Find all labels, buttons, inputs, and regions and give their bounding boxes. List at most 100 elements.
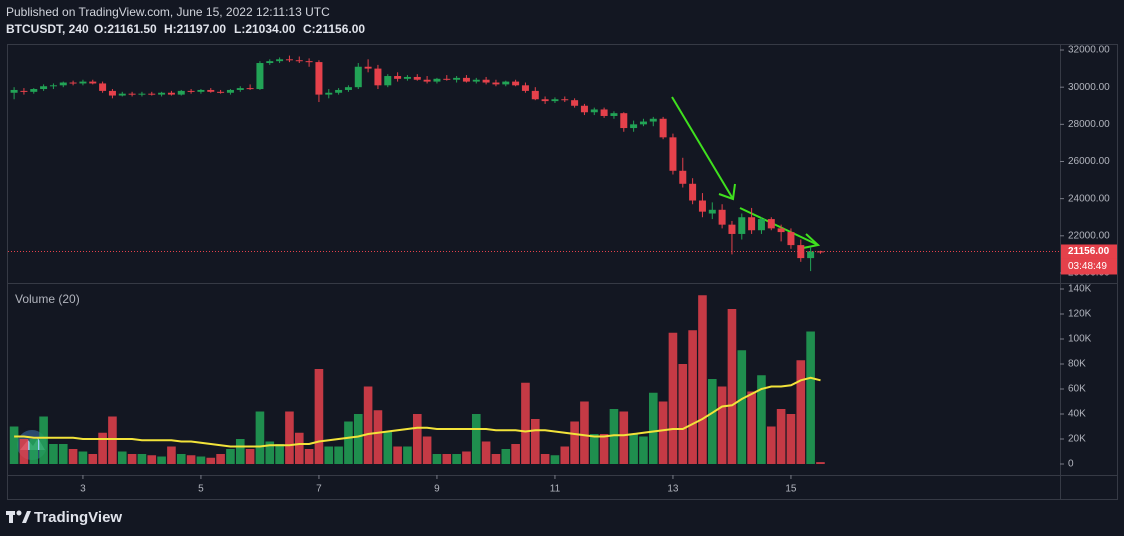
candle-body — [394, 76, 402, 79]
volume-bar — [550, 455, 560, 464]
last-price-label: 21156.00 — [1068, 246, 1110, 257]
candle-body — [49, 85, 57, 87]
volume-bar — [501, 449, 511, 464]
volume-bar — [68, 449, 78, 464]
volume-bar — [29, 439, 39, 464]
volume-bar — [599, 434, 609, 464]
x-tick-label: 7 — [316, 484, 322, 495]
volume-bar — [412, 414, 422, 464]
candle-body — [679, 170, 687, 184]
volume-bar — [678, 364, 688, 464]
candle-body — [266, 61, 274, 64]
volume-bar — [403, 446, 412, 464]
volume-bar — [462, 451, 471, 464]
candle-body — [571, 100, 579, 106]
volume-bar — [216, 454, 225, 464]
candle-body — [40, 86, 48, 90]
candle-body — [138, 93, 146, 95]
volume-bar — [353, 414, 363, 464]
candle-body — [315, 62, 323, 95]
candle-body — [335, 89, 343, 93]
y-tick-label: 22000.00 — [1068, 230, 1110, 241]
volume-bar — [806, 331, 815, 464]
volume-bar — [432, 454, 442, 464]
candle-body — [226, 89, 234, 93]
candle-body — [816, 251, 824, 253]
candle-body — [69, 82, 77, 84]
candle-body — [187, 90, 195, 92]
candle-body — [561, 99, 569, 101]
y-tick-label: 32000.00 — [1068, 45, 1110, 56]
candle-body — [698, 200, 706, 212]
volume-bar — [78, 451, 88, 464]
x-tick-label: 15 — [785, 484, 797, 495]
candle-body — [689, 183, 697, 201]
volume-bar — [570, 421, 579, 464]
y-tick-label: 28000.00 — [1068, 119, 1110, 130]
volume-bar — [560, 446, 570, 464]
published: Published on TradingView.com, June 15, 2… — [6, 5, 330, 19]
volume-bar — [275, 444, 284, 464]
candle-body — [777, 228, 785, 233]
volume-bar — [422, 436, 432, 464]
y2-tick-label: 80K — [1068, 359, 1086, 370]
candle-body — [462, 77, 470, 82]
volume-bar — [442, 454, 452, 464]
candle-body — [590, 109, 598, 113]
y-tick-label: 30000.00 — [1068, 82, 1110, 93]
volume-bar — [707, 379, 717, 464]
candle-body — [453, 77, 461, 80]
candle-body — [659, 118, 667, 138]
volume-bar — [19, 439, 29, 464]
volume-bar — [58, 444, 68, 464]
candle-body — [30, 89, 38, 92]
volume-bar — [324, 446, 334, 464]
candle-body — [728, 224, 736, 234]
ohlc-open: O:21161.50 — [94, 22, 157, 36]
candle-body — [472, 79, 480, 82]
volume-bar — [737, 350, 747, 464]
candle-body — [167, 92, 175, 95]
last-price-box — [1061, 244, 1117, 259]
candle-body — [108, 90, 116, 96]
y2-tick-label: 20K — [1068, 434, 1086, 445]
candle-body — [177, 90, 185, 95]
candle-body — [99, 83, 107, 91]
volume-ma-line — [14, 376, 821, 448]
volume-bar — [147, 455, 157, 464]
candle-body — [59, 82, 67, 86]
x-tick-label: 9 — [434, 484, 440, 495]
candle-body — [757, 219, 765, 231]
volume-bar — [727, 309, 737, 464]
candle-body — [630, 124, 638, 129]
candle-body — [512, 81, 520, 86]
candle-body — [20, 90, 28, 92]
candle-body — [305, 61, 313, 63]
candle-body — [276, 59, 284, 62]
x-tick-label: 13 — [667, 484, 679, 495]
candle-body — [325, 92, 333, 95]
volume-bar — [609, 409, 619, 464]
candle-body — [207, 89, 215, 92]
volume-bar — [9, 426, 19, 464]
candle-body — [89, 81, 97, 84]
volume-bar — [127, 454, 137, 464]
candle-body — [236, 88, 244, 90]
candle-body — [148, 93, 156, 95]
volume-bar — [294, 432, 304, 464]
candle-body — [610, 113, 618, 116]
candle-body — [541, 99, 549, 102]
candle-body — [217, 91, 225, 93]
volume-bar — [39, 416, 48, 464]
candle-body — [738, 217, 746, 234]
volume-bar — [796, 360, 806, 464]
volume-bar — [117, 451, 127, 464]
candle-body — [423, 79, 431, 82]
volume-bar — [108, 416, 117, 464]
volume-bar — [393, 446, 402, 464]
candle-body — [708, 209, 716, 214]
volume-bar — [766, 426, 776, 464]
candle-body — [79, 81, 87, 84]
volume-bar — [521, 382, 530, 464]
y2-tick-label: 40K — [1068, 409, 1086, 420]
